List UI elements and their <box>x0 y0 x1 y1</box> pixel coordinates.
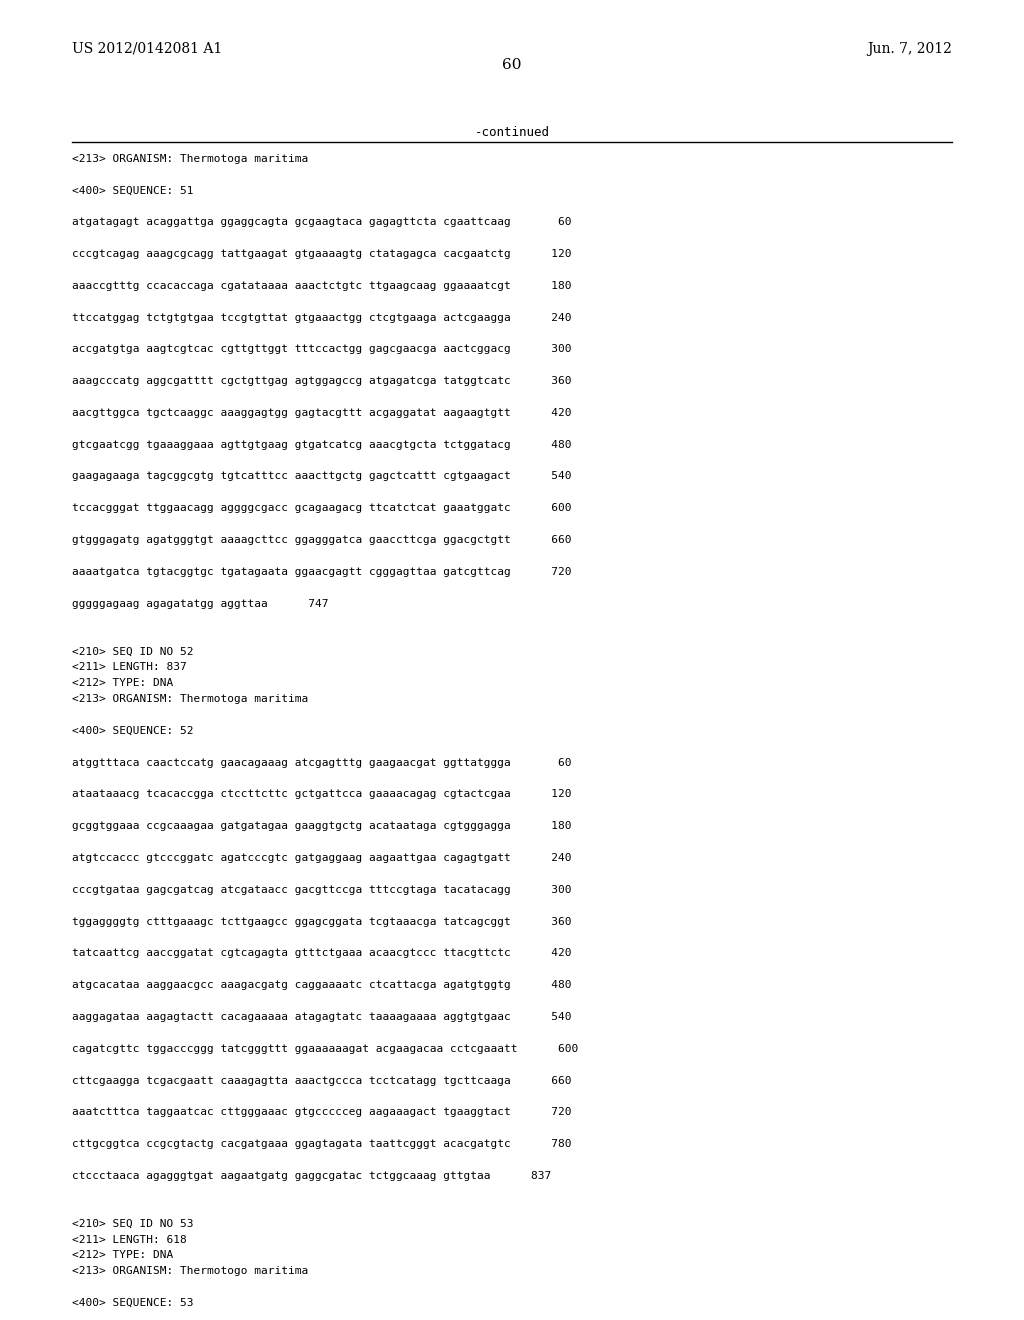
Text: -continued: -continued <box>474 125 550 139</box>
Text: aaaccgtttg ccacaccaga cgatataaaa aaactctgtc ttgaagcaag ggaaaatcgt      180: aaaccgtttg ccacaccaga cgatataaaa aaactct… <box>72 281 571 290</box>
Text: <210> SEQ ID NO 53: <210> SEQ ID NO 53 <box>72 1218 194 1229</box>
Text: cttcgaagga tcgacgaatt caaagagtta aaactgccca tcctcatagg tgcttcaaga      660: cttcgaagga tcgacgaatt caaagagtta aaactgc… <box>72 1076 571 1085</box>
Text: <400> SEQUENCE: 51: <400> SEQUENCE: 51 <box>72 185 194 195</box>
Text: <211> LENGTH: 618: <211> LENGTH: 618 <box>72 1234 186 1245</box>
Text: <400> SEQUENCE: 52: <400> SEQUENCE: 52 <box>72 726 194 735</box>
Text: ctccctaaca agagggtgat aagaatgatg gaggcgatac tctggcaaag gttgtaa      837: ctccctaaca agagggtgat aagaatgatg gaggcga… <box>72 1171 551 1181</box>
Text: <212> TYPE: DNA: <212> TYPE: DNA <box>72 678 173 688</box>
Text: aaggagataa aagagtactt cacagaaaaa atagagtatc taaaagaaaa aggtgtgaac      540: aaggagataa aagagtactt cacagaaaaa atagagt… <box>72 1012 571 1022</box>
Text: <213> ORGANISM: Thermotoga maritima: <213> ORGANISM: Thermotoga maritima <box>72 694 308 704</box>
Text: aacgttggca tgctcaaggc aaaggagtgg gagtacgttt acgaggatat aagaagtgtt      420: aacgttggca tgctcaaggc aaaggagtgg gagtacg… <box>72 408 571 418</box>
Text: atgtccaccc gtcccggatc agatcccgtc gatgaggaag aagaattgaa cagagtgatt      240: atgtccaccc gtcccggatc agatcccgtc gatgagg… <box>72 853 571 863</box>
Text: gtgggagatg agatgggtgt aaaagcttcc ggagggatca gaaccttcga ggacgctgtt      660: gtgggagatg agatgggtgt aaaagcttcc ggaggga… <box>72 535 571 545</box>
Text: gaagagaaga tagcggcgtg tgtcatttcc aaacttgctg gagctcattt cgtgaagact      540: gaagagaaga tagcggcgtg tgtcatttcc aaacttg… <box>72 471 571 482</box>
Text: cccgtgataa gagcgatcag atcgataacc gacgttccga tttccgtaga tacatacagg      300: cccgtgataa gagcgatcag atcgataacc gacgttc… <box>72 884 571 895</box>
Text: <210> SEQ ID NO 52: <210> SEQ ID NO 52 <box>72 647 194 656</box>
Text: aaaatgatca tgtacggtgc tgatagaata ggaacgagtt cgggagttaa gatcgttcag      720: aaaatgatca tgtacggtgc tgatagaata ggaacga… <box>72 566 571 577</box>
Text: ttccatggag tctgtgtgaa tccgtgttat gtgaaactgg ctcgtgaaga actcgaagga      240: ttccatggag tctgtgtgaa tccgtgttat gtgaaac… <box>72 313 571 322</box>
Text: aaagcccatg aggcgatttt cgctgttgag agtggagccg atgagatcga tatggtcatc      360: aaagcccatg aggcgatttt cgctgttgag agtggag… <box>72 376 571 387</box>
Text: gtcgaatcgg tgaaaggaaa agttgtgaag gtgatcatcg aaacgtgcta tctggatacg      480: gtcgaatcgg tgaaaggaaa agttgtgaag gtgatca… <box>72 440 571 450</box>
Text: cagatcgttc tggacccggg tatcgggttt ggaaaaaagat acgaagacaa cctcgaaatt      600: cagatcgttc tggacccggg tatcgggttt ggaaaaa… <box>72 1044 578 1053</box>
Text: cccgtcagag aaagcgcagg tattgaagat gtgaaaagtg ctatagagca cacgaatctg      120: cccgtcagag aaagcgcagg tattgaagat gtgaaaa… <box>72 249 571 259</box>
Text: tatcaattcg aaccggatat cgtcagagta gtttctgaaa acaacgtccc ttacgttctc      420: tatcaattcg aaccggatat cgtcagagta gtttctg… <box>72 948 571 958</box>
Text: ataataaacg tcacaccgga ctccttcttc gctgattcca gaaaacagag cgtactcgaa      120: ataataaacg tcacaccgga ctccttcttc gctgatt… <box>72 789 571 800</box>
Text: atgatagagt acaggattga ggaggcagta gcgaagtaca gagagttcta cgaattcaag       60: atgatagagt acaggattga ggaggcagta gcgaagt… <box>72 218 571 227</box>
Text: gcggtggaaa ccgcaaagaa gatgatagaa gaaggtgctg acataataga cgtgggagga      180: gcggtggaaa ccgcaaagaa gatgatagaa gaaggtg… <box>72 821 571 832</box>
Text: accgatgtga aagtcgtcac cgttgttggt tttccactgg gagcgaacga aactcggacg      300: accgatgtga aagtcgtcac cgttgttggt tttccac… <box>72 345 571 354</box>
Text: gggggagaag agagatatgg aggttaa      747: gggggagaag agagatatgg aggttaa 747 <box>72 599 328 609</box>
Text: US 2012/0142081 A1: US 2012/0142081 A1 <box>72 42 222 55</box>
Text: cttgcggtca ccgcgtactg cacgatgaaa ggagtagata taattcgggt acacgatgtc      780: cttgcggtca ccgcgtactg cacgatgaaa ggagtag… <box>72 1139 571 1150</box>
Text: tggaggggtg ctttgaaagc tcttgaagcc ggagcggata tcgtaaacga tatcagcggt      360: tggaggggtg ctttgaaagc tcttgaagcc ggagcgg… <box>72 916 571 927</box>
Text: atgcacataa aaggaacgcc aaagacgatg caggaaaatc ctcattacga agatgtggtg      480: atgcacataa aaggaacgcc aaagacgatg caggaaa… <box>72 981 571 990</box>
Text: <213> ORGANISM: Thermotogo maritima: <213> ORGANISM: Thermotogo maritima <box>72 1266 308 1276</box>
Text: <400> SEQUENCE: 53: <400> SEQUENCE: 53 <box>72 1298 194 1308</box>
Text: <213> ORGANISM: Thermotoga maritima: <213> ORGANISM: Thermotoga maritima <box>72 153 308 164</box>
Text: <212> TYPE: DNA: <212> TYPE: DNA <box>72 1250 173 1261</box>
Text: tccacgggat ttggaacagg aggggcgacc gcagaagacg ttcatctcat gaaatggatc      600: tccacgggat ttggaacagg aggggcgacc gcagaag… <box>72 503 571 513</box>
Text: Jun. 7, 2012: Jun. 7, 2012 <box>867 42 952 55</box>
Text: <211> LENGTH: 837: <211> LENGTH: 837 <box>72 663 186 672</box>
Text: aaatctttca taggaatcac cttgggaaac gtgccccceg aagaaagact tgaaggtact      720: aaatctttca taggaatcac cttgggaaac gtgcccc… <box>72 1107 571 1117</box>
Text: 60: 60 <box>502 58 522 71</box>
Text: atggtttaca caactccatg gaacagaaag atcgagtttg gaagaacgat ggttatggga       60: atggtttaca caactccatg gaacagaaag atcgagt… <box>72 758 571 768</box>
